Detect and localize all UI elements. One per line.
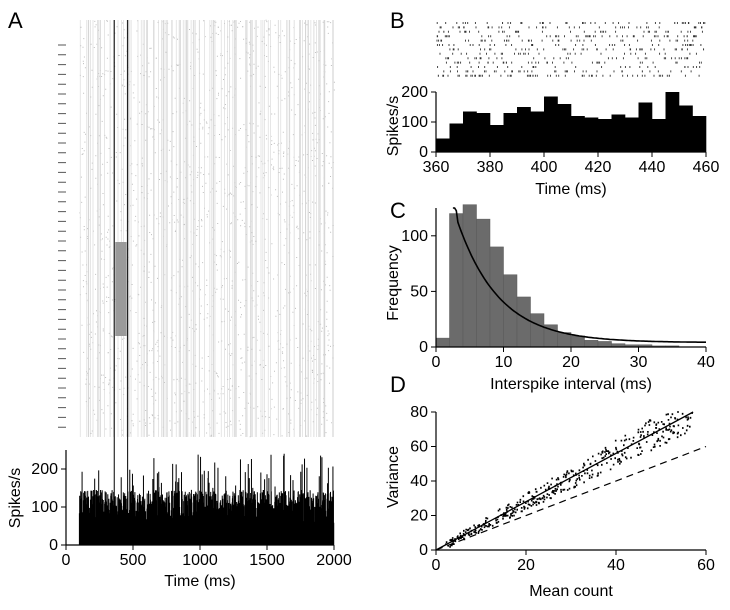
x-axis-label: Time (ms) <box>535 181 606 198</box>
panel-b-raster <box>436 22 706 77</box>
bar <box>516 296 531 348</box>
x-axis-label: Time (ms) <box>164 573 235 590</box>
y-axis-label: Frequency <box>385 245 402 321</box>
bar <box>463 111 477 152</box>
x-tick-label: 0 <box>432 354 441 371</box>
y-tick-label: 0 <box>419 339 428 356</box>
raster-highlight-band <box>115 242 127 336</box>
psth-bars <box>78 453 335 545</box>
y-tick-label: 40 <box>410 473 428 490</box>
bar <box>449 123 464 152</box>
bar <box>503 113 518 152</box>
bar <box>692 116 707 152</box>
bar <box>449 213 464 348</box>
panel-c-isi-histogram: 0 50 100 0 10 20 30 40 Interspike interval (ms) F… <box>385 204 715 393</box>
bar <box>544 96 558 152</box>
panel-letter-a: A <box>8 8 23 33</box>
bar <box>625 117 639 152</box>
bar <box>435 337 450 348</box>
raster-trial-ticks <box>58 44 66 428</box>
x-tick-label: 420 <box>585 159 612 176</box>
panel-b-psth: 0 100 200 360 380 400 420 440 460 Time (ms) Spikes… <box>385 84 719 198</box>
bar <box>517 107 531 152</box>
y-tick-label: 100 <box>401 228 428 245</box>
panel-letter-d: D <box>390 372 406 397</box>
raster-streaks <box>79 20 334 437</box>
bar <box>557 104 572 152</box>
bar <box>571 116 585 152</box>
y-axis-label: Spikes/s <box>7 468 24 528</box>
x-axis-label: Interspike interval (ms) <box>490 376 652 393</box>
y-tick-label: 50 <box>410 283 428 300</box>
panel-a-raster <box>58 19 335 545</box>
bar <box>597 341 612 348</box>
x-tick-label: 0 <box>62 552 71 569</box>
x-tick-label: 500 <box>120 552 147 569</box>
y-tick-label: 80 <box>410 404 428 421</box>
bar <box>476 113 491 152</box>
bar <box>679 105 693 152</box>
raster-b-spikes <box>436 22 706 77</box>
bar <box>489 246 504 348</box>
x-tick-label: 1500 <box>249 552 285 569</box>
bar <box>530 313 545 348</box>
exp-fit-curve <box>452 207 706 343</box>
bar <box>638 102 653 152</box>
poisson-line-dashed <box>435 445 707 551</box>
x-tick-label: 30 <box>630 354 648 371</box>
bar <box>652 119 666 152</box>
panel-letter-b: B <box>390 8 405 33</box>
bar <box>611 114 626 152</box>
y-tick-label: 100 <box>31 499 58 516</box>
x-tick-label: 20 <box>517 557 535 574</box>
fit-line-solid <box>435 411 694 551</box>
x-tick-label: 40 <box>697 354 715 371</box>
x-tick-label: 380 <box>477 159 504 176</box>
bar <box>584 117 599 152</box>
panel-d-variance-scatter: 0 20 40 60 80 0 20 40 60 Mean count Variance <box>385 404 715 600</box>
y-tick-label: 0 <box>419 144 428 161</box>
x-tick-label: 440 <box>639 159 666 176</box>
y-tick-label: 20 <box>410 508 428 525</box>
y-tick-label: 200 <box>31 461 58 478</box>
y-tick-label: 0 <box>419 542 428 559</box>
x-axis-label: Mean count <box>529 583 613 600</box>
x-tick-label: 460 <box>693 159 720 176</box>
x-tick-label: 20 <box>562 354 580 371</box>
bar <box>570 335 585 348</box>
x-tick-label: 360 <box>423 159 450 176</box>
y-tick-label: 0 <box>49 537 58 554</box>
bar <box>665 92 680 152</box>
y-axis-label: Spikes/s <box>385 96 402 156</box>
y-tick-label: 100 <box>401 114 428 131</box>
bar <box>436 138 450 152</box>
y-tick-label: 60 <box>410 439 428 456</box>
bar <box>490 125 504 152</box>
x-tick-label: 400 <box>531 159 558 176</box>
x-tick-label: 40 <box>607 557 625 574</box>
y-tick-label: 200 <box>401 84 428 101</box>
x-tick-label: 60 <box>697 557 715 574</box>
panel-letter-c: C <box>390 198 406 223</box>
scatter-points <box>445 411 693 548</box>
y-axis-label: Variance <box>385 446 402 508</box>
bar <box>584 340 599 348</box>
bar <box>462 204 477 348</box>
bar <box>598 119 612 152</box>
x-tick-label: 2000 <box>316 552 352 569</box>
bar <box>530 111 545 152</box>
x-tick-label: 10 <box>495 354 513 371</box>
x-tick-label: 1000 <box>182 552 218 569</box>
x-tick-label: 0 <box>432 557 441 574</box>
